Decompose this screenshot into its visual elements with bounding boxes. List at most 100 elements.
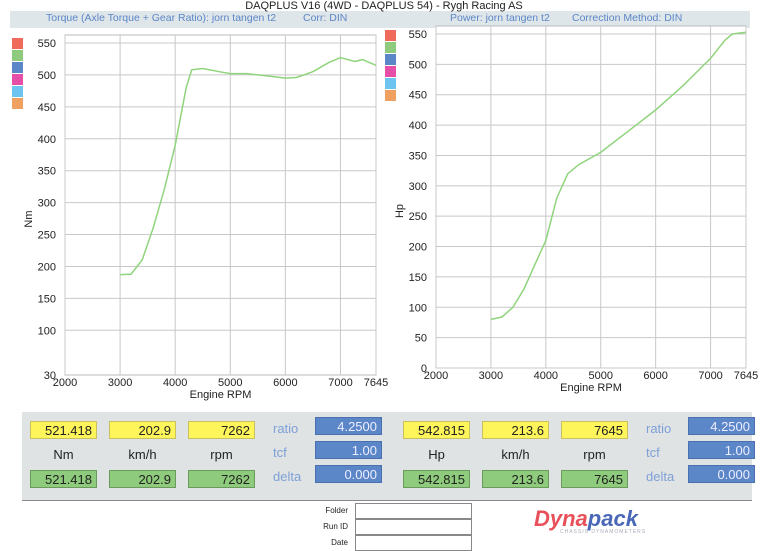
plot-area [64,34,377,376]
folder-label: Folder [325,506,348,515]
y-tick-label: 550 [38,38,56,50]
legend-swatch[interactable] [12,86,23,97]
date-field[interactable] [355,535,472,551]
y-tick-label: 200 [409,242,427,254]
page-title: DAQPLUS V16 (4WD - DAQPLUS 54) - Rygh Ra… [245,0,523,12]
x-axis-label: Engine RPM [560,382,622,394]
param-value-delta[interactable]: 0.000 [688,465,755,483]
y-tick-label: 250 [409,211,427,223]
y-tick-label: 450 [38,102,56,114]
legend-swatch[interactable] [385,90,396,101]
param-value-ratio[interactable]: 4.2500 [315,417,382,435]
param-label-tcf: tcf [273,445,287,460]
logo-part-b: pack [587,506,638,531]
readout-bottom-Hp: 542.815 [403,470,470,488]
x-axis-label: Engine RPM [190,389,252,401]
y-tick-label: 100 [38,325,56,337]
x-tick-label: 3000 [479,370,503,382]
readout-bottom-km-h: 202.9 [109,470,176,488]
power-curve [490,31,747,321]
legend-swatch[interactable] [12,74,23,85]
legend-swatch[interactable] [385,66,396,77]
legend-swatch[interactable] [12,50,23,61]
unit-label: rpm [210,447,233,462]
y-tick-label: 200 [38,261,56,273]
y-tick-label: 100 [409,302,427,314]
x-tick-label: 6000 [643,370,667,382]
y-tick-label: 300 [38,198,56,210]
legend-swatch[interactable] [385,30,396,41]
y-tick-label: 350 [409,150,427,162]
logo-tagline: CHASSIS DYNAMOMETERS [560,529,647,535]
readout-top-rpm: 7262 [188,421,255,439]
legend-swatch[interactable] [385,54,396,65]
y-tick-label: 500 [38,70,56,82]
y-tick-label: 30 [44,370,56,382]
x-tick-label: 4000 [163,377,187,389]
y-axis-label: Hp [394,204,406,218]
x-tick-label: 6000 [273,377,297,389]
legend-swatch[interactable] [385,42,396,53]
readout-bottom-rpm: 7645 [561,470,628,488]
readout-bottom-rpm: 7262 [188,470,255,488]
y-tick-label: 350 [38,166,56,178]
unit-label: rpm [583,447,606,462]
readout-top-km-h: 213.6 [482,421,549,439]
x-tick-label: 4000 [534,370,558,382]
param-label-tcf: tcf [646,445,660,460]
x-tick-label: 3000 [108,377,132,389]
readout-bottom-km-h: 213.6 [482,470,549,488]
unit-label: km/h [501,447,530,462]
param-label-delta: delta [273,469,302,484]
unit-label: Hp [428,447,445,462]
param-value-tcf[interactable]: 1.00 [688,441,755,459]
readout-top-Hp: 542.815 [403,421,470,439]
readout-top-rpm: 7645 [561,421,628,439]
torque-correction: Corr: DIN [303,12,348,24]
y-axis-label: Nm [23,210,35,227]
param-label-ratio: ratio [273,421,299,436]
unit-label: km/h [128,447,157,462]
logo-part-a: Dyna [534,506,588,531]
legend-swatch[interactable] [12,62,23,73]
readout-top-km-h: 202.9 [109,421,176,439]
x-tick-label: 2000 [424,370,448,382]
legend-swatch[interactable] [385,78,396,89]
x-tick-label: 7000 [698,370,722,382]
y-tick-label: 450 [409,90,427,102]
y-tick-label: 400 [38,134,56,146]
x-tick-label: 7645 [364,377,388,389]
x-tick-label: 2000 [53,377,77,389]
unit-label: Nm [53,447,74,462]
plot-area [435,25,747,369]
param-value-delta[interactable]: 0.000 [315,465,382,483]
y-tick-label: 150 [38,293,56,305]
param-label-ratio: ratio [646,421,672,436]
x-tick-label: 7645 [734,370,758,382]
date-label: Date [331,538,348,547]
torque-chart-title: Torque (Axle Torque + Gear Ratio): jorn … [46,12,277,24]
power-chart-title: Power: jorn tangen t2 [450,12,550,24]
y-tick-label: 550 [409,29,427,41]
param-value-tcf[interactable]: 1.00 [315,441,382,459]
power-correction: Correction Method: DIN [572,12,683,24]
y-tick-label: 500 [409,59,427,71]
folder-field[interactable] [355,503,472,519]
readout-bottom-Nm: 521.418 [30,470,97,488]
readout-top-Nm: 521.418 [30,421,97,439]
x-tick-label: 5000 [589,370,613,382]
legend-swatch[interactable] [12,98,23,109]
y-tick-label: 0 [421,363,427,375]
param-label-delta: delta [646,469,675,484]
dynapack-logo: Dynapack [534,506,638,532]
y-tick-label: 400 [409,120,427,132]
torque-curve [120,56,377,276]
y-tick-label: 250 [38,230,56,242]
header-band [10,11,750,28]
y-tick-label: 50 [415,333,427,345]
param-value-ratio[interactable]: 4.2500 [688,417,755,435]
runid-field[interactable] [355,519,472,535]
legend-swatch[interactable] [12,38,23,49]
x-tick-label: 7000 [328,377,352,389]
